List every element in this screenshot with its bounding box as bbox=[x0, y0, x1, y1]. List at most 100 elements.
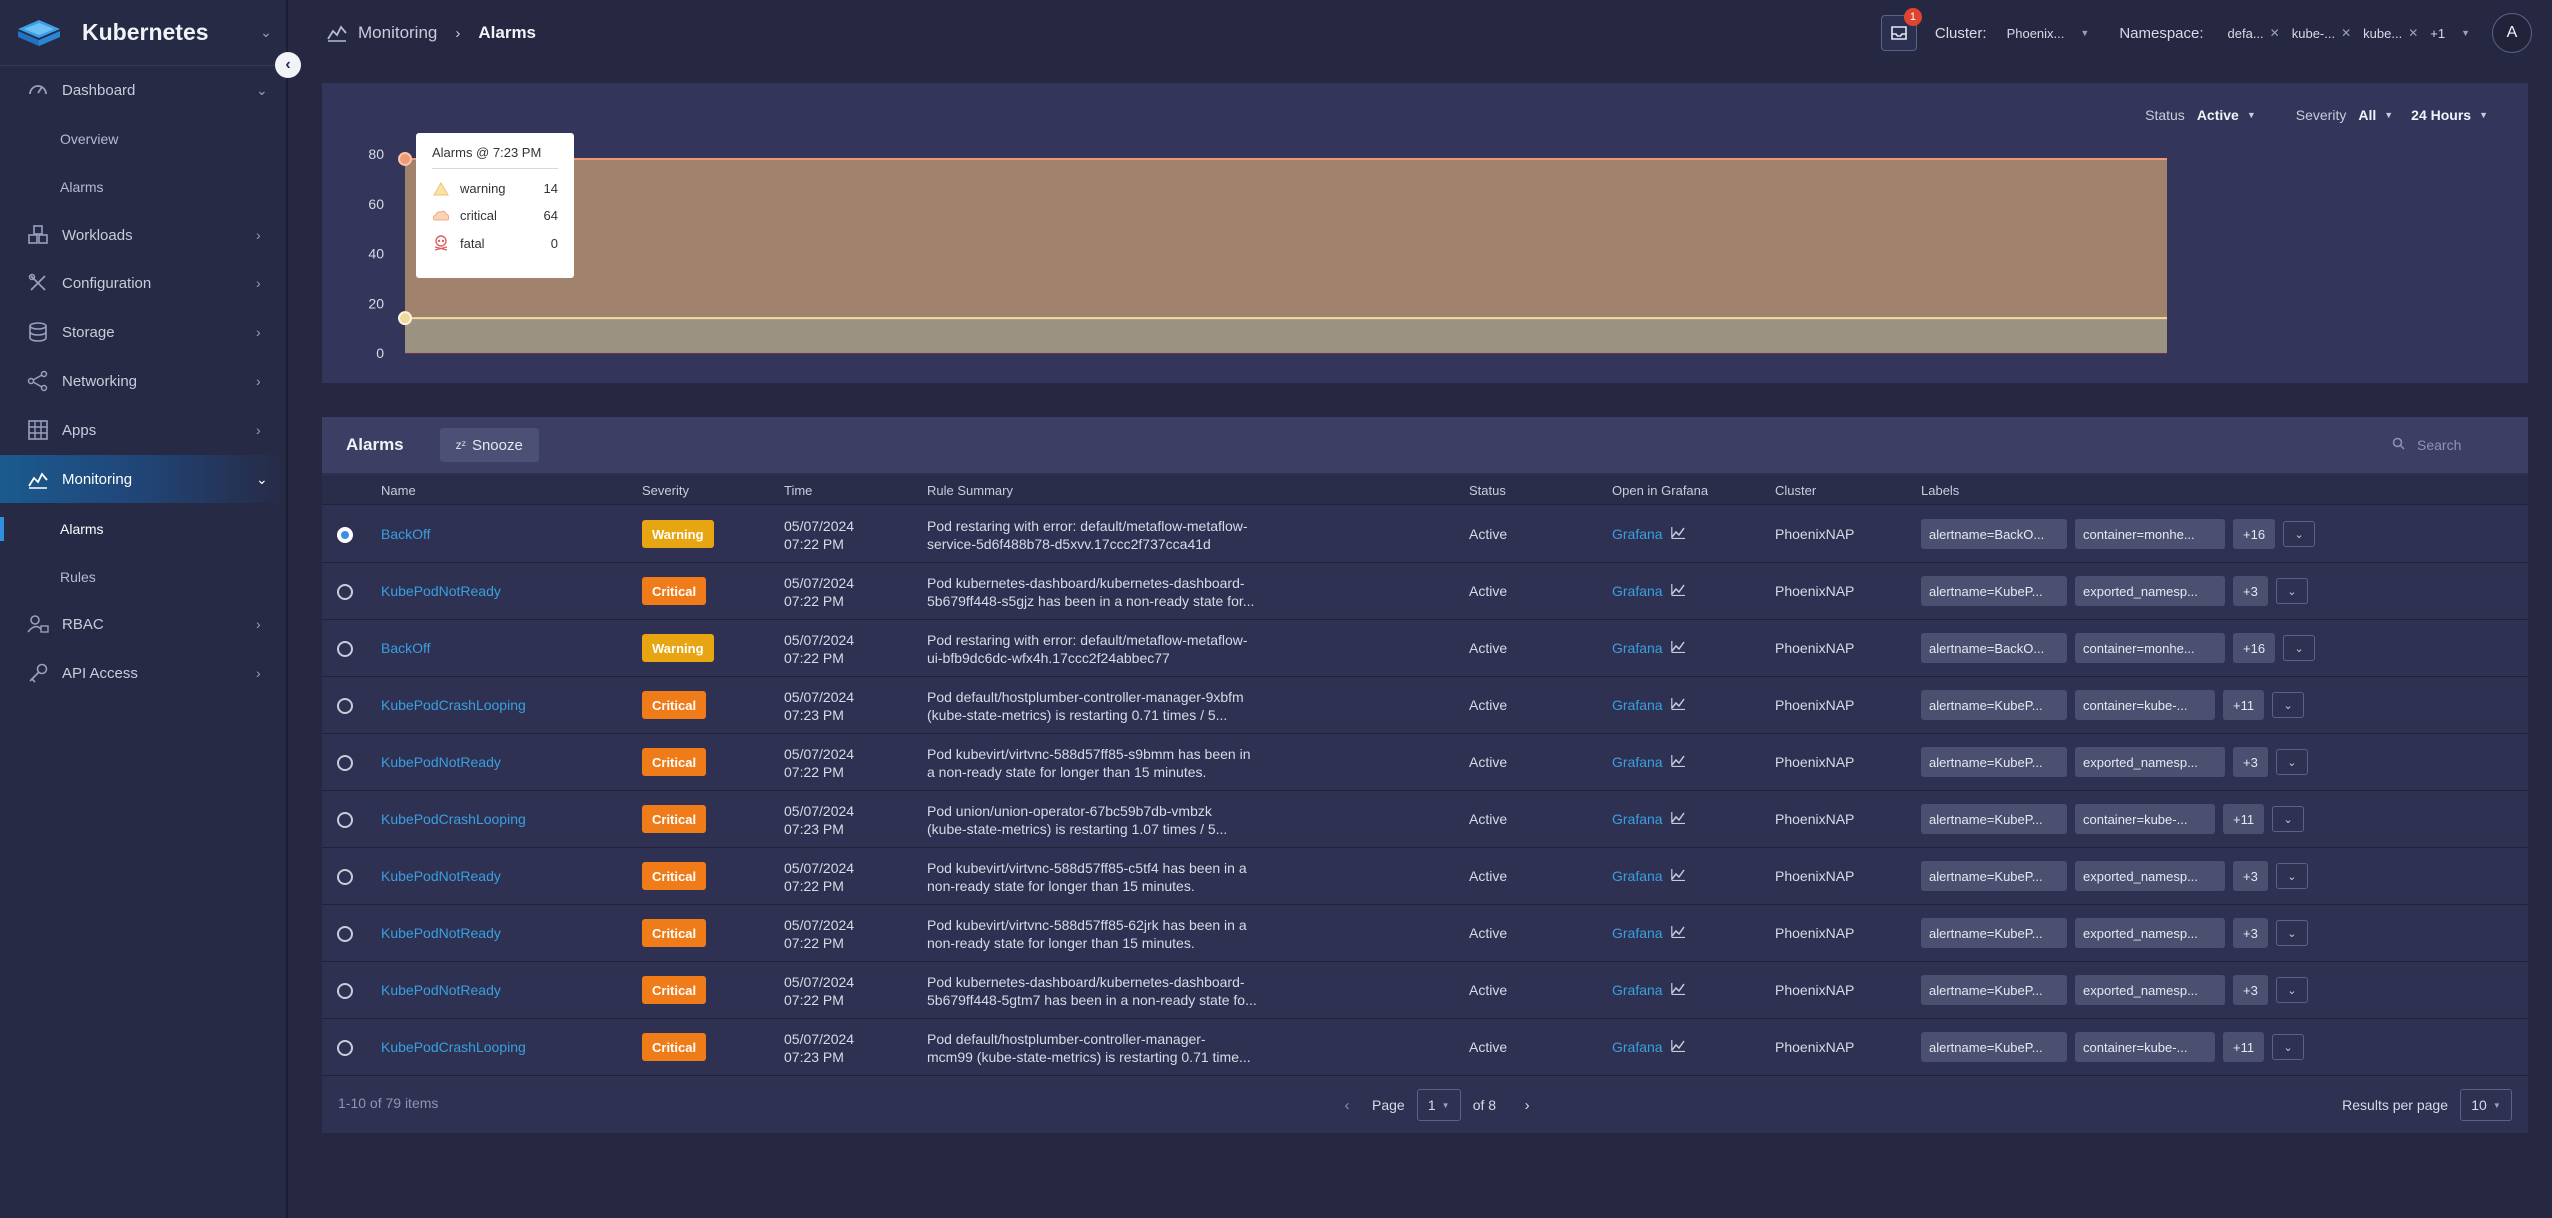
label-chip[interactable]: alertname=KubeP... bbox=[1921, 804, 2067, 834]
row-select-radio[interactable] bbox=[337, 527, 353, 543]
alarm-name-link[interactable]: KubePodNotReady bbox=[381, 754, 501, 770]
grafana-link[interactable]: Grafana bbox=[1612, 583, 1686, 599]
chevron-down-icon[interactable]: ⌄ bbox=[260, 24, 272, 40]
column-header-grafana[interactable]: Open in Grafana bbox=[1612, 483, 1709, 498]
grafana-link[interactable]: Grafana bbox=[1612, 754, 1686, 770]
column-header-status[interactable]: Status bbox=[1469, 483, 1506, 498]
chevron-down-icon[interactable]: ⌄ bbox=[2283, 635, 2316, 661]
grafana-link[interactable]: Grafana bbox=[1612, 697, 1686, 713]
label-more-count[interactable]: +3 bbox=[2233, 975, 2268, 1005]
table-row[interactable]: BackOff Warning 05/07/2024 07:22 PM Pod … bbox=[322, 506, 2528, 563]
table-row[interactable]: KubePodNotReady Critical 05/07/2024 07:2… bbox=[322, 962, 2528, 1019]
label-chip[interactable]: alertname=KubeP... bbox=[1921, 747, 2067, 777]
table-row[interactable]: KubePodNotReady Critical 05/07/2024 07:2… bbox=[322, 563, 2528, 620]
column-header-labels[interactable]: Labels bbox=[1921, 483, 1960, 498]
label-more-count[interactable]: +3 bbox=[2233, 576, 2268, 606]
row-select-radio[interactable] bbox=[337, 698, 353, 714]
table-row[interactable]: KubePodCrashLooping Critical 05/07/2024 … bbox=[322, 677, 2528, 734]
label-chip[interactable]: alertname=KubeP... bbox=[1921, 690, 2067, 720]
label-chip[interactable]: exported_namesp... bbox=[2075, 576, 2225, 606]
row-select-radio[interactable] bbox=[337, 869, 353, 885]
sidebar-item-configuration[interactable]: Configuration › bbox=[0, 259, 286, 307]
sidebar-subitem-monitoring-alarms[interactable]: Alarms bbox=[0, 507, 286, 551]
row-select-radio[interactable] bbox=[337, 755, 353, 771]
chevron-down-icon[interactable]: ⌄ bbox=[2272, 692, 2305, 718]
chevron-down-icon[interactable]: ⌄ bbox=[2275, 977, 2308, 1003]
chevron-down-icon[interactable]: ⌄ bbox=[2275, 920, 2308, 946]
brand-header[interactable]: Kubernetes ⌄ bbox=[0, 0, 286, 66]
table-row[interactable]: BackOff Warning 05/07/2024 07:22 PM Pod … bbox=[322, 620, 2528, 677]
label-chip[interactable]: container=kube-... bbox=[2075, 690, 2215, 720]
label-chip[interactable]: alertname=KubeP... bbox=[1921, 918, 2067, 948]
label-chip[interactable]: container=monhe... bbox=[2075, 633, 2225, 663]
status-filter-select[interactable]: Active bbox=[2196, 107, 2239, 123]
row-select-radio[interactable] bbox=[337, 983, 353, 999]
chevron-down-icon[interactable]: ⌄ bbox=[2275, 578, 2308, 604]
close-icon[interactable]: ✕ bbox=[2341, 26, 2352, 40]
sidebar-item-storage[interactable]: Storage › bbox=[0, 308, 286, 356]
namespace-select[interactable]: defa... ✕ kube-... ✕ kube... ✕ +1 ▼ bbox=[2228, 26, 2470, 41]
row-select-radio[interactable] bbox=[337, 1040, 353, 1056]
row-select-radio[interactable] bbox=[337, 584, 353, 600]
grafana-link[interactable]: Grafana bbox=[1612, 811, 1686, 827]
snooze-button[interactable]: zᶻ Snooze bbox=[439, 428, 539, 462]
sidebar-item-dashboard[interactable]: Dashboard ⌄ bbox=[0, 66, 286, 114]
chevron-down-icon[interactable]: ⌄ bbox=[2283, 521, 2316, 547]
sidebar-item-workloads[interactable]: Workloads › bbox=[0, 211, 286, 259]
label-chip[interactable]: alertname=KubeP... bbox=[1921, 975, 2067, 1005]
time-range-select[interactable]: 24 Hours bbox=[2411, 107, 2472, 123]
close-icon[interactable]: ✕ bbox=[2269, 26, 2280, 40]
sidebar-subitem-rules[interactable]: Rules bbox=[0, 555, 286, 599]
notifications-button[interactable]: 1 bbox=[1880, 8, 1922, 51]
label-more-count[interactable]: +11 bbox=[2223, 804, 2265, 834]
sidebar-item-api-access[interactable]: API Access › bbox=[0, 649, 286, 697]
alarm-name-link[interactable]: KubePodCrashLooping bbox=[381, 697, 526, 713]
next-page-button[interactable]: › bbox=[1524, 1096, 1530, 1114]
label-more-count[interactable]: +16 bbox=[2233, 519, 2276, 549]
label-chip[interactable]: alertname=KubeP... bbox=[1921, 576, 2067, 606]
breadcrumb-monitoring[interactable]: Monitoring bbox=[358, 23, 438, 42]
label-chip[interactable]: container=kube-... bbox=[2075, 1032, 2215, 1062]
column-header-time[interactable]: Time bbox=[784, 483, 813, 498]
sidebar-item-rbac[interactable]: RBAC › bbox=[0, 600, 286, 648]
label-chip[interactable]: container=kube-... bbox=[2075, 804, 2215, 834]
chevron-down-icon[interactable]: ⌄ bbox=[2272, 1034, 2305, 1060]
label-chip[interactable]: exported_namesp... bbox=[2075, 975, 2225, 1005]
table-row[interactable]: KubePodCrashLooping Critical 05/07/2024 … bbox=[322, 1019, 2528, 1076]
table-row[interactable]: KubePodCrashLooping Critical 05/07/2024 … bbox=[322, 791, 2528, 848]
alarm-name-link[interactable]: KubePodNotReady bbox=[381, 583, 501, 599]
alarm-name-link[interactable]: BackOff bbox=[381, 640, 431, 656]
close-icon[interactable]: ✕ bbox=[2408, 26, 2419, 40]
sidebar-item-networking[interactable]: Networking › bbox=[0, 357, 286, 405]
label-more-count[interactable]: +16 bbox=[2233, 633, 2276, 663]
grafana-link[interactable]: Grafana bbox=[1612, 1039, 1686, 1055]
alarm-name-link[interactable]: KubePodNotReady bbox=[381, 925, 501, 941]
prev-page-button[interactable]: ‹ bbox=[1344, 1096, 1350, 1114]
alarm-name-link[interactable]: BackOff bbox=[381, 526, 431, 542]
label-chip[interactable]: alertname=KubeP... bbox=[1921, 1032, 2067, 1062]
table-row[interactable]: KubePodNotReady Critical 05/07/2024 07:2… bbox=[322, 905, 2528, 962]
alarm-name-link[interactable]: KubePodNotReady bbox=[381, 982, 501, 998]
severity-filter-select[interactable]: All bbox=[2358, 107, 2377, 123]
row-select-radio[interactable] bbox=[337, 926, 353, 942]
chevron-down-icon[interactable]: ⌄ bbox=[2272, 806, 2305, 832]
label-chip[interactable]: exported_namesp... bbox=[2075, 918, 2225, 948]
chevron-down-icon[interactable]: ⌄ bbox=[2275, 863, 2308, 889]
column-header-rule-summary[interactable]: Rule Summary bbox=[927, 483, 1013, 498]
alarm-name-link[interactable]: KubePodCrashLooping bbox=[381, 1039, 526, 1055]
results-per-page-select[interactable]: 10 ▼ bbox=[2460, 1089, 2512, 1121]
user-avatar[interactable]: A bbox=[2492, 13, 2532, 53]
column-header-cluster[interactable]: Cluster bbox=[1775, 483, 1817, 498]
grafana-link[interactable]: Grafana bbox=[1612, 640, 1686, 656]
label-more-count[interactable]: +3 bbox=[2233, 747, 2268, 777]
sidebar-subitem-dashboard-alarms[interactable]: Alarms bbox=[0, 165, 286, 209]
grafana-link[interactable]: Grafana bbox=[1612, 982, 1686, 998]
label-chip[interactable]: alertname=KubeP... bbox=[1921, 861, 2067, 891]
table-row[interactable]: KubePodNotReady Critical 05/07/2024 07:2… bbox=[322, 848, 2528, 905]
label-chip[interactable]: exported_namesp... bbox=[2075, 861, 2225, 891]
grafana-link[interactable]: Grafana bbox=[1612, 526, 1686, 542]
label-more-count[interactable]: +3 bbox=[2233, 861, 2268, 891]
grafana-link[interactable]: Grafana bbox=[1612, 868, 1686, 884]
search-input[interactable]: Search bbox=[2378, 425, 2528, 465]
sidebar-subitem-overview[interactable]: Overview bbox=[0, 117, 286, 161]
